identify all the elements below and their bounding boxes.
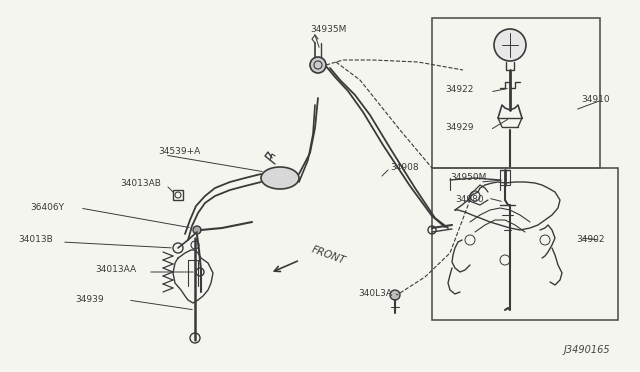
Text: 34950M: 34950M bbox=[450, 173, 486, 183]
Text: 34935M: 34935M bbox=[310, 26, 346, 35]
Circle shape bbox=[390, 290, 400, 300]
Bar bbox=[173, 190, 183, 200]
Text: 340L3A: 340L3A bbox=[358, 289, 392, 298]
Text: 34539+A: 34539+A bbox=[158, 148, 200, 157]
Ellipse shape bbox=[261, 167, 299, 189]
Text: 34902: 34902 bbox=[577, 235, 605, 244]
Text: 34980: 34980 bbox=[455, 196, 484, 205]
Text: 36406Y: 36406Y bbox=[30, 202, 64, 212]
Circle shape bbox=[310, 57, 326, 73]
Circle shape bbox=[193, 226, 201, 234]
Bar bbox=[432, 18, 600, 168]
Text: 34013AA: 34013AA bbox=[95, 266, 136, 275]
Text: 34910: 34910 bbox=[581, 96, 610, 105]
Text: 34929: 34929 bbox=[445, 124, 474, 132]
Text: J3490165: J3490165 bbox=[563, 345, 610, 355]
Text: 34908: 34908 bbox=[390, 164, 419, 173]
Bar bbox=[500, 170, 510, 185]
Circle shape bbox=[494, 29, 526, 61]
Text: 34013B: 34013B bbox=[18, 235, 52, 244]
Text: FRONT: FRONT bbox=[310, 244, 347, 266]
Text: 34939: 34939 bbox=[75, 295, 104, 305]
Text: 34922: 34922 bbox=[445, 86, 474, 94]
Bar bbox=[432, 168, 618, 320]
Text: 34013AB: 34013AB bbox=[120, 179, 161, 187]
